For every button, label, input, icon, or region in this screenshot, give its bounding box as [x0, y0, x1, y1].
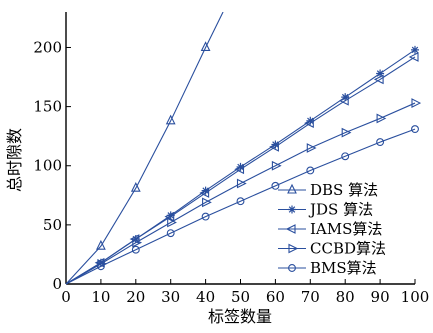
data-point	[130, 181, 141, 192]
legend-label: DBS 算法	[310, 181, 378, 199]
legend-item: CCBD算法	[278, 240, 386, 258]
data-point	[373, 74, 384, 85]
data-point	[341, 93, 350, 102]
legend-item: BMS算法	[278, 259, 377, 277]
x-tick-label: 60	[266, 288, 285, 306]
legend-label: JDS 算法	[308, 201, 373, 219]
data-point	[341, 152, 350, 161]
x-tick-label: 10	[91, 288, 110, 306]
series-3	[65, 52, 419, 285]
data-point	[306, 166, 315, 175]
legend-marker	[285, 224, 296, 234]
data-point	[199, 188, 210, 198]
data-point	[411, 45, 419, 54]
legend-label: IAMS算法	[310, 220, 382, 238]
x-tick-label: 30	[161, 288, 180, 306]
data-point	[269, 141, 279, 152]
legend-marker	[287, 183, 297, 194]
series-line	[65, 102, 416, 285]
y-tick-label: 100	[33, 157, 62, 175]
data-point	[411, 125, 419, 134]
y-tick-label: 50	[43, 216, 62, 234]
data-point	[408, 52, 419, 62]
y-tick-label: 0	[52, 275, 62, 293]
data-point	[411, 98, 421, 108]
data-point	[165, 114, 176, 125]
data-point	[376, 69, 385, 78]
x-tick-label: 80	[336, 288, 355, 306]
data-point	[376, 113, 387, 124]
x-tick-label: 90	[371, 288, 390, 306]
legend-label: CCBD算法	[310, 240, 386, 258]
data-point	[96, 262, 105, 271]
data-point	[341, 127, 352, 138]
data-point	[166, 229, 175, 238]
y-tick-label: 200	[33, 38, 62, 56]
legend-item: DBS 算法	[278, 181, 378, 199]
data-point	[129, 234, 140, 244]
data-point	[167, 217, 177, 228]
x-tick-label: 40	[196, 288, 215, 306]
data-point	[132, 237, 143, 248]
series-4	[65, 98, 421, 285]
data-point	[131, 245, 140, 254]
series-line	[65, 56, 416, 285]
data-point	[166, 211, 175, 220]
data-point	[201, 212, 210, 221]
x-tick-label: 100	[401, 288, 430, 306]
series-1	[65, 12, 224, 285]
data-point	[234, 164, 245, 175]
x-axis-title: 标签数量	[208, 307, 272, 326]
x-tick-label: 0	[61, 288, 71, 306]
series-line	[65, 128, 416, 285]
data-point	[236, 197, 245, 206]
data-point	[376, 138, 385, 147]
legend-marker	[288, 243, 299, 254]
data-point	[306, 143, 317, 153]
series-5	[65, 125, 419, 285]
data-point	[271, 181, 280, 190]
data-point	[202, 197, 212, 208]
data-point	[164, 211, 175, 222]
axes: 0 10 20 30 40 50 60 70 80 90 100 0 50 100 150 200	[33, 12, 429, 306]
data-point	[338, 95, 349, 106]
series-line	[65, 12, 224, 285]
data-point	[304, 118, 314, 129]
data-point	[271, 160, 282, 171]
x-tick-label: 70	[301, 288, 320, 306]
data-point	[200, 41, 211, 52]
data-point	[236, 178, 247, 189]
legend-marker	[288, 205, 296, 214]
legend-item: JDS 算法	[278, 201, 373, 219]
data-point	[96, 239, 106, 250]
legend-label: BMS算法	[310, 259, 377, 277]
legend-marker	[288, 264, 296, 272]
y-axis-title: 总时隙数	[5, 128, 24, 192]
series-group	[65, 12, 421, 285]
y-tick-label: 150	[33, 98, 62, 116]
x-tick-label: 50	[231, 288, 250, 306]
x-tick-label: 20	[126, 288, 145, 306]
legend-item: IAMS算法	[278, 220, 382, 238]
